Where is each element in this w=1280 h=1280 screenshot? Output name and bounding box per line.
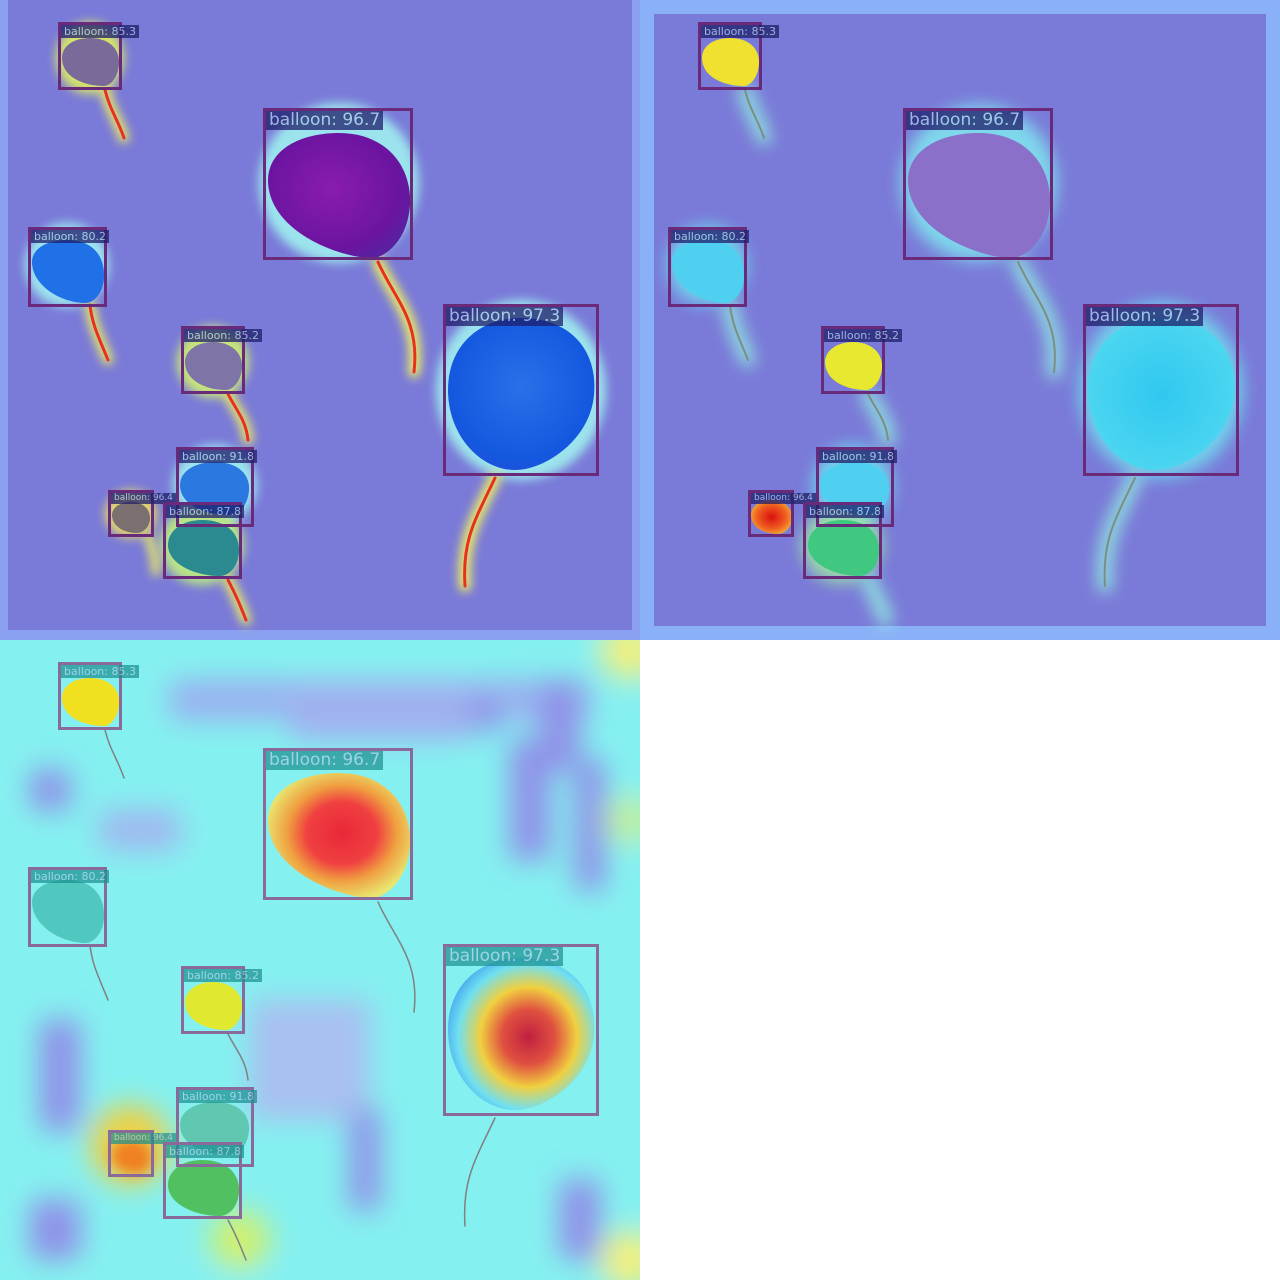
detection-box: balloon: 80.2	[28, 227, 109, 307]
detection-box: balloon: 97.3	[443, 944, 599, 1116]
empty-quadrant	[640, 640, 1280, 1280]
detection-label: balloon: 85.2	[184, 329, 262, 342]
heatmap-panel-top-right: balloon: 85.3 balloon: 96.7 balloon: 80.2 b…	[640, 0, 1280, 640]
detection-label: balloon: 87.8	[166, 505, 244, 518]
detection-box: balloon: 85.3	[58, 662, 139, 730]
detection-label: balloon: 97.3	[446, 307, 564, 326]
detection-label: balloon: 87.8	[806, 505, 884, 518]
detection-box: balloon: 96.7	[263, 108, 413, 260]
detection-label: balloon: 91.8	[179, 450, 257, 463]
detection-box: balloon: 85.2	[181, 326, 262, 394]
detection-label: balloon: 80.2	[31, 870, 109, 883]
detection-label: balloon: 96.7	[266, 751, 384, 770]
detection-box: balloon: 80.2	[28, 867, 109, 947]
detection-box: balloon: 97.3	[1083, 304, 1239, 476]
detection-box: balloon: 96.7	[263, 748, 413, 900]
detection-label: balloon: 91.8	[179, 1090, 257, 1103]
detection-label: balloon: 96.7	[906, 111, 1024, 130]
detection-label: balloon: 96.4	[111, 1133, 176, 1144]
detection-label: balloon: 85.2	[824, 329, 902, 342]
detection-label: balloon: 85.3	[61, 25, 139, 38]
detection-box: balloon: 91.8	[816, 447, 897, 527]
heatmap-panel-top-left: balloon: 85.3 balloon: 96.7 balloon: 80.2 b…	[0, 0, 640, 640]
detection-box: balloon: 85.3	[58, 22, 139, 90]
detection-label: balloon: 96.7	[266, 111, 384, 130]
detection-label: balloon: 80.2	[671, 230, 749, 243]
detection-label: balloon: 91.8	[819, 450, 897, 463]
detection-label: balloon: 80.2	[31, 230, 109, 243]
detection-box: balloon: 87.8	[803, 502, 884, 579]
detection-label: balloon: 85.2	[184, 969, 262, 982]
detection-box: balloon: 96.4	[108, 1130, 176, 1177]
detection-label: balloon: 85.3	[61, 665, 139, 678]
detection-box: balloon: 96.4	[748, 490, 816, 537]
detection-label: balloon: 85.3	[701, 25, 779, 38]
detection-box: balloon: 96.4	[108, 490, 176, 537]
detection-box: balloon: 85.2	[821, 326, 902, 394]
detection-box: balloon: 97.3	[443, 304, 599, 476]
detection-box: balloon: 80.2	[668, 227, 749, 307]
detection-box: balloon: 85.3	[698, 22, 779, 90]
detection-box: balloon: 91.8	[176, 1087, 257, 1167]
detection-label: balloon: 96.4	[751, 493, 816, 504]
detection-label: balloon: 87.8	[166, 1145, 244, 1158]
detection-box: balloon: 87.8	[163, 1142, 244, 1219]
detection-box: balloon: 96.7	[903, 108, 1053, 260]
heatmap-panel-bottom-left: balloon: 85.3 balloon: 96.7 balloon: 80.2 b…	[0, 640, 640, 1280]
detection-box: balloon: 85.2	[181, 966, 262, 1034]
detection-label: balloon: 97.3	[1086, 307, 1204, 326]
detection-label: balloon: 97.3	[446, 947, 564, 966]
detection-label: balloon: 96.4	[111, 493, 176, 504]
detection-box: balloon: 87.8	[163, 502, 244, 579]
detection-box: balloon: 91.8	[176, 447, 257, 527]
